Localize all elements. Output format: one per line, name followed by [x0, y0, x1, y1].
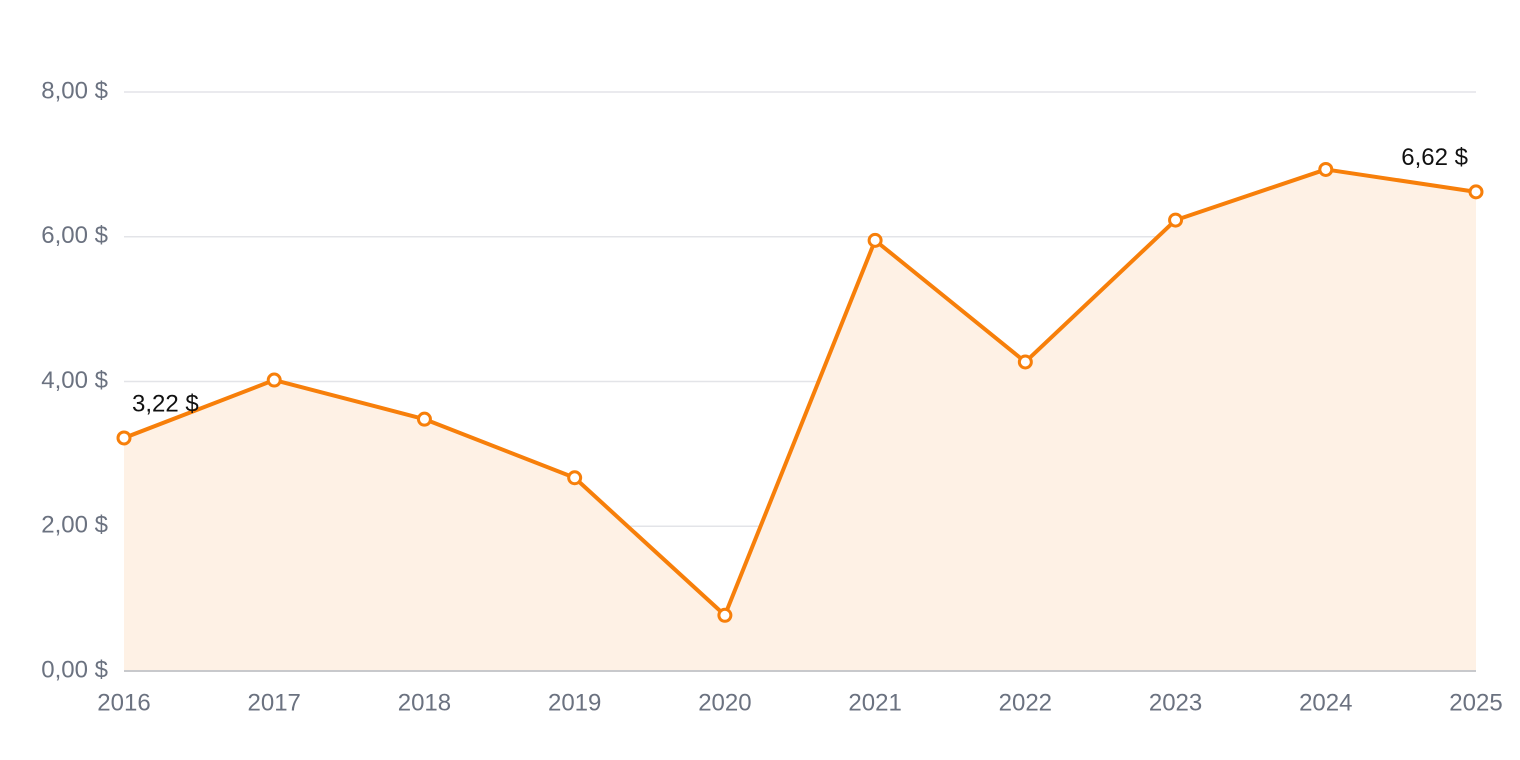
y-tick-label: 0,00 $ [41, 656, 108, 683]
x-tick-label: 2022 [999, 689, 1052, 716]
point [867, 232, 883, 248]
y-tick-label: 2,00 $ [41, 512, 108, 539]
x-tick-label: 2020 [698, 689, 751, 716]
y-tick-label: 6,00 $ [41, 222, 108, 249]
point [266, 372, 282, 388]
point [717, 607, 733, 623]
x-tick-label: 2023 [1149, 689, 1202, 716]
point [1168, 212, 1184, 228]
value-label: 6,62 $ [1401, 144, 1468, 171]
x-tick-label: 2016 [97, 689, 150, 716]
x-tick-label: 2017 [248, 689, 301, 716]
x-tick-label: 2025 [1449, 689, 1502, 716]
x-tick-label: 2021 [848, 689, 901, 716]
line [123, 167, 1477, 618]
point [1318, 161, 1334, 177]
point [567, 470, 583, 486]
x-tick-label: 2018 [398, 689, 451, 716]
x-tick-label: 2019 [548, 689, 601, 716]
y-tick-label: 8,00 $ [41, 77, 108, 104]
value-label: 3,22 $ [132, 390, 199, 417]
x-tick-label: 2024 [1299, 689, 1352, 716]
y-tick-label: 4,00 $ [41, 367, 108, 394]
point [416, 411, 432, 427]
point [1468, 184, 1484, 200]
point [1017, 354, 1033, 370]
point [116, 430, 132, 446]
area [124, 169, 1476, 671]
